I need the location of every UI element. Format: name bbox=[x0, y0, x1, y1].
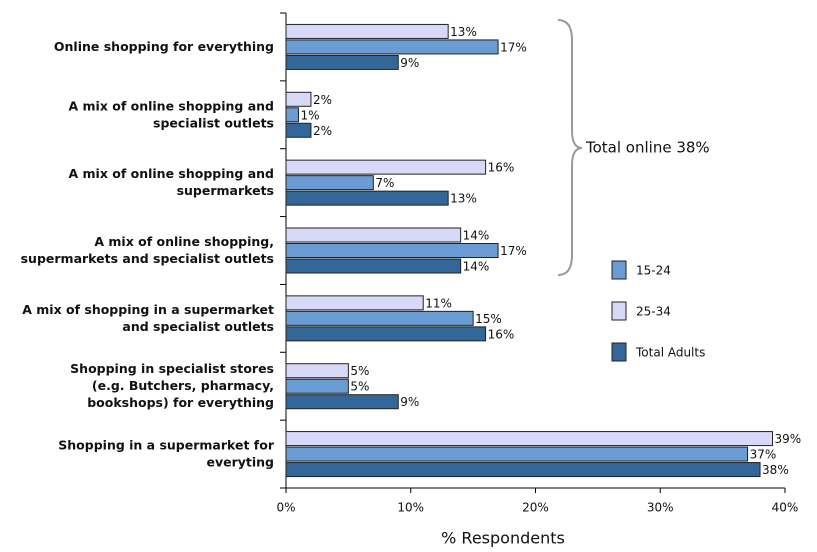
data-label: 1% bbox=[300, 108, 319, 122]
x-tick-label: 0% bbox=[276, 501, 295, 515]
bar bbox=[285, 23, 449, 39]
data-label: 16% bbox=[488, 327, 515, 341]
data-label: 7% bbox=[375, 176, 394, 190]
data-label: 38% bbox=[762, 463, 789, 477]
data-label: 2% bbox=[313, 93, 332, 107]
x-tick-label: 10% bbox=[397, 501, 424, 515]
bar bbox=[285, 175, 374, 191]
bar bbox=[285, 107, 299, 123]
data-label: 14% bbox=[463, 260, 490, 274]
bar bbox=[285, 54, 399, 70]
legend-swatch bbox=[611, 342, 627, 362]
bar bbox=[285, 431, 774, 447]
bar bbox=[285, 190, 449, 206]
category-label: Shopping in a supermarket for everyting bbox=[58, 437, 275, 469]
category-label: A mix of online shopping, supermarkets an… bbox=[21, 234, 274, 266]
bar bbox=[285, 378, 349, 394]
x-tick-label: 30% bbox=[647, 501, 674, 515]
data-label: 16% bbox=[488, 161, 515, 175]
bar bbox=[285, 39, 499, 55]
x-tick-label: 40% bbox=[772, 501, 799, 515]
data-label: 5% bbox=[350, 380, 369, 394]
data-label: 17% bbox=[500, 244, 527, 258]
data-label: 15% bbox=[475, 312, 502, 326]
bar bbox=[285, 363, 349, 379]
bar bbox=[285, 243, 499, 258]
bar bbox=[285, 258, 462, 274]
x-axis-label: % Respondents bbox=[441, 529, 565, 548]
bar bbox=[285, 394, 399, 410]
category-label: Online shopping for everything bbox=[54, 38, 274, 53]
data-label: 2% bbox=[313, 124, 332, 138]
data-label: 14% bbox=[463, 229, 490, 243]
category-label: A mix of online shopping and supermarkets bbox=[69, 166, 275, 198]
annotation: Total online 38% bbox=[585, 139, 710, 157]
data-label: 5% bbox=[350, 364, 369, 378]
data-label: 9% bbox=[400, 395, 419, 409]
bar bbox=[285, 159, 487, 175]
legend-label: 15-24 bbox=[636, 264, 671, 278]
legend-swatch bbox=[611, 260, 627, 280]
bar bbox=[285, 446, 749, 462]
bar bbox=[285, 122, 312, 138]
bar bbox=[285, 91, 312, 107]
x-tick-label: 20% bbox=[522, 501, 549, 515]
data-label: 37% bbox=[750, 448, 777, 462]
legend-label: 25-34 bbox=[636, 305, 671, 319]
legend-label: Total Adults bbox=[635, 346, 705, 360]
data-label: 17% bbox=[500, 40, 527, 54]
bar bbox=[285, 326, 487, 342]
bar bbox=[285, 462, 761, 478]
category-label: A mix of online shopping and specialist o… bbox=[69, 98, 275, 130]
data-label: 11% bbox=[425, 296, 452, 310]
brace bbox=[557, 19, 583, 276]
bar bbox=[285, 295, 424, 311]
bar bbox=[285, 227, 462, 243]
category-label: Shopping in specialist stores (e.g. Butch… bbox=[70, 361, 274, 410]
data-label: 13% bbox=[450, 25, 477, 39]
category-label: A mix of shopping in a supermarket and sp… bbox=[22, 301, 274, 333]
data-label: 13% bbox=[450, 192, 477, 206]
legend-swatch bbox=[611, 301, 627, 321]
data-label: 39% bbox=[775, 432, 802, 446]
bar bbox=[285, 310, 474, 326]
data-label: 9% bbox=[400, 56, 419, 70]
